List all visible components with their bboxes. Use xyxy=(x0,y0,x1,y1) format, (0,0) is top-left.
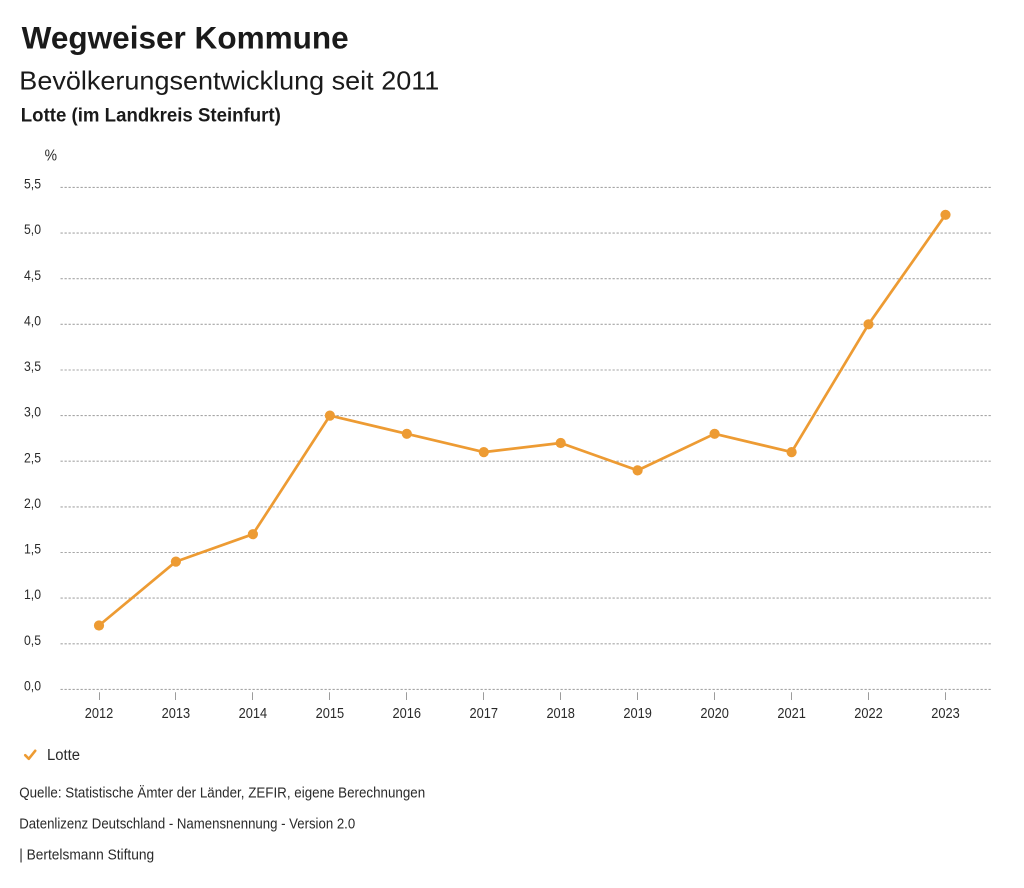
svg-text:0,5: 0,5 xyxy=(24,633,41,648)
svg-text:Lotte: Lotte xyxy=(47,747,80,764)
svg-text:3,5: 3,5 xyxy=(24,359,41,374)
svg-text:2020: 2020 xyxy=(700,706,729,722)
svg-text:2013: 2013 xyxy=(162,706,191,722)
svg-text:Quelle: Statistische Ämter der: Quelle: Statistische Ämter der Länder, Z… xyxy=(19,785,425,802)
svg-text:3,0: 3,0 xyxy=(24,405,41,420)
svg-text:2,0: 2,0 xyxy=(24,496,41,511)
svg-text:2012: 2012 xyxy=(85,706,114,722)
svg-text:5,0: 5,0 xyxy=(24,222,41,237)
svg-text:1,5: 1,5 xyxy=(24,542,41,557)
svg-text:Wegweiser Kommune: Wegweiser Kommune xyxy=(22,20,349,56)
svg-text:4,0: 4,0 xyxy=(24,313,41,328)
svg-text:4,5: 4,5 xyxy=(24,268,41,283)
svg-text:2018: 2018 xyxy=(546,706,575,722)
svg-text:0,0: 0,0 xyxy=(24,679,41,694)
svg-text:Lotte (im Landkreis Steinfurt): Lotte (im Landkreis Steinfurt) xyxy=(21,106,281,127)
svg-text:1,0: 1,0 xyxy=(24,587,41,602)
svg-text:%: % xyxy=(45,148,57,165)
svg-text:2023: 2023 xyxy=(931,706,960,722)
svg-text:5,5: 5,5 xyxy=(24,177,41,192)
svg-text:Datenlizenz Deutschland - Name: Datenlizenz Deutschland - Namensnennung … xyxy=(19,817,355,833)
svg-text:2022: 2022 xyxy=(854,706,883,722)
svg-text:2021: 2021 xyxy=(777,706,806,722)
svg-text:2017: 2017 xyxy=(470,706,499,722)
svg-text:2016: 2016 xyxy=(393,706,422,722)
svg-text:2019: 2019 xyxy=(623,706,652,722)
svg-text:2,5: 2,5 xyxy=(24,450,41,465)
svg-text:2015: 2015 xyxy=(316,706,345,722)
svg-text:Bevölkerungsentwicklung seit 2: Bevölkerungsentwicklung seit 2011 xyxy=(19,65,439,95)
svg-text:2014: 2014 xyxy=(239,706,268,722)
svg-text:| Bertelsmann Stiftung: | Bertelsmann Stiftung xyxy=(19,847,154,863)
